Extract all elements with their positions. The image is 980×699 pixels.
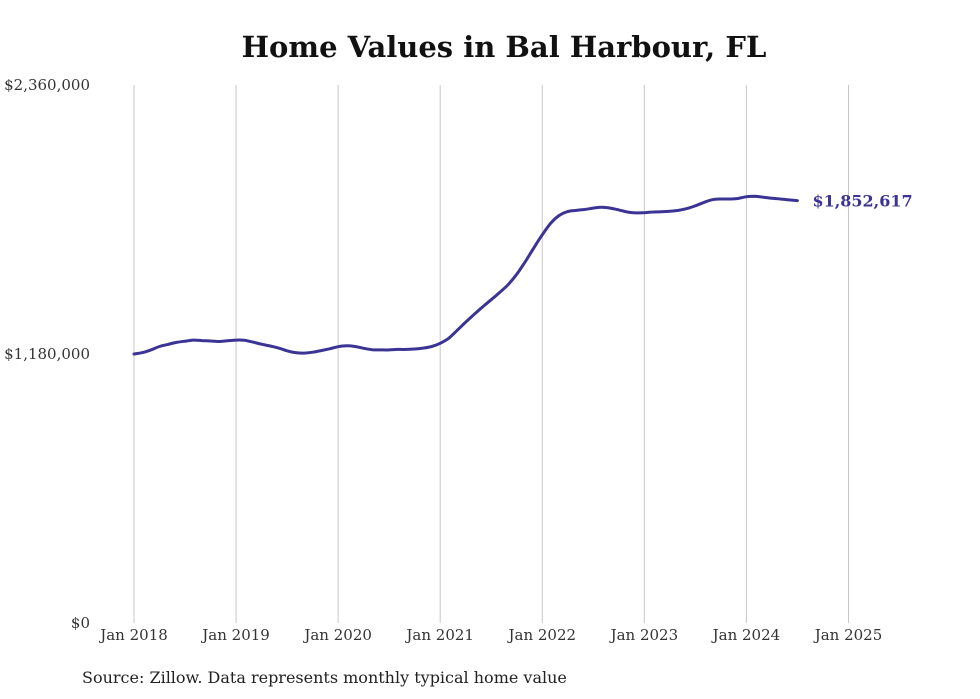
x-tick-label: Jan 2023: [609, 626, 679, 644]
series: [132, 194, 799, 356]
x-tick-label: Jan 2022: [506, 626, 576, 644]
x-tick-label: Jan 2025: [813, 626, 883, 644]
x-tick-label: Jan 2018: [98, 626, 168, 644]
x-axis-ticks: Jan 2018 Jan 2019 Jan 2020 Jan 2021 Jan 2022…: [98, 626, 882, 644]
end-value-label: $1,852,617: [812, 192, 912, 211]
y-tick-label: $2,360,000: [4, 76, 90, 94]
series-line: [132, 194, 799, 356]
end-labels: $1,852,617: [812, 192, 912, 211]
x-tick-label: Jan 2024: [711, 626, 781, 644]
x-tick-label: Jan 2020: [302, 626, 372, 644]
x-tick-label: Jan 2021: [404, 626, 474, 644]
x-tick-label: Jan 2019: [200, 626, 270, 644]
y-tick-label: $0: [71, 614, 90, 632]
y-tick-label: $1,180,000: [4, 345, 90, 363]
source-note: Source: Zillow. Data represents monthly …: [82, 668, 567, 687]
chart-title: Home Values in Bal Harbour, FL: [241, 30, 767, 64]
y-axis-ticks: $0 $1,180,000 $2,360,000: [4, 76, 90, 632]
gridlines: [133, 85, 849, 623]
